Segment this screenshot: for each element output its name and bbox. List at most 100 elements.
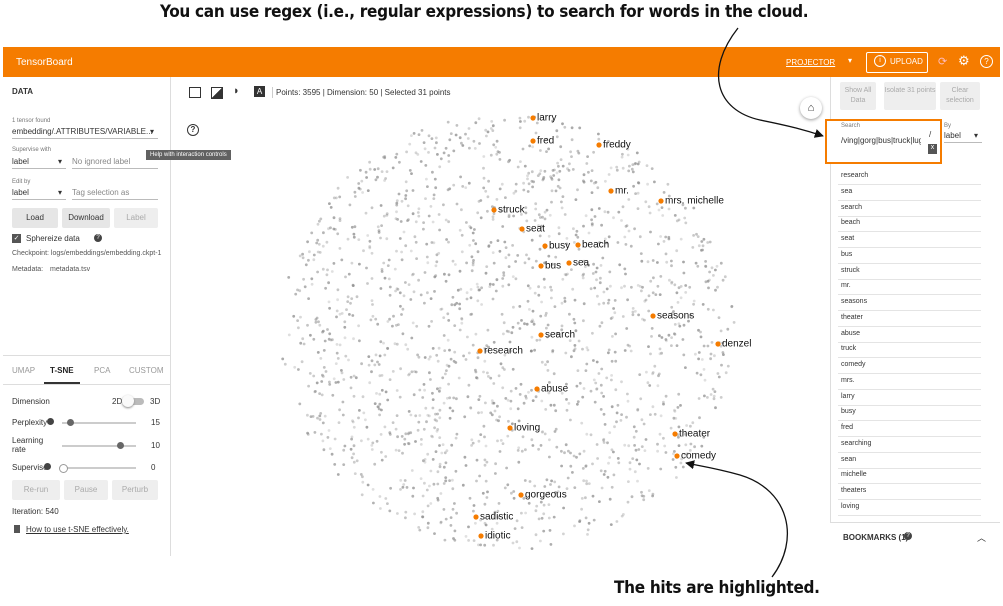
tab[interactable]: T-SNE [50, 366, 74, 375]
result-item[interactable]: theaters [841, 487, 867, 494]
embedding-point [520, 526, 524, 529]
result-item[interactable]: truck [841, 345, 857, 353]
tag-input[interactable]: Tag selection as [72, 188, 130, 197]
result-item[interactable]: struck [841, 266, 860, 274]
result-item[interactable]: michelle [841, 471, 867, 479]
embedding-point [509, 349, 512, 353]
checkbox[interactable]: ✓ [12, 234, 21, 243]
clear-icon[interactable]: x [928, 144, 937, 154]
search-box[interactable] [825, 119, 942, 164]
embedding-point [509, 407, 513, 411]
button[interactable]: Perturb [112, 480, 158, 500]
embedding-point [507, 330, 511, 334]
tab[interactable]: UMAP [12, 366, 36, 375]
embedding-point [471, 263, 475, 267]
help-icon[interactable] [44, 463, 51, 470]
result-item[interactable]: mr. [841, 282, 851, 290]
result-item[interactable]: searching [841, 439, 872, 447]
icon[interactable] [189, 87, 201, 98]
result-item[interactable]: busy [841, 408, 856, 416]
help-link[interactable]: How to use t-SNE effectively. [26, 525, 129, 534]
regex-toggle[interactable]: / [929, 130, 932, 139]
embedding-point [417, 526, 421, 529]
embedding-point [456, 288, 460, 292]
settings-icon[interactable]: ⚙ [958, 53, 970, 68]
result-item[interactable]: theater [841, 313, 863, 321]
slider-knob[interactable] [59, 464, 68, 473]
icon[interactable]: A [254, 86, 265, 97]
help-icon[interactable]: ? [94, 234, 102, 242]
toggle-track[interactable] [124, 398, 144, 405]
icon[interactable]: ◗ [233, 85, 240, 97]
refresh-icon[interactable]: ⟳ [938, 56, 948, 68]
button[interactable]: Re-run [12, 480, 60, 500]
embedding-point [614, 388, 618, 392]
tab[interactable]: PCA [94, 366, 111, 375]
icon[interactable] [211, 87, 223, 99]
embedding-point [458, 228, 462, 232]
button[interactable]: Show All Data [840, 82, 876, 110]
slider-track[interactable] [62, 445, 136, 447]
embedding-point [510, 331, 514, 335]
embedding-point [714, 268, 717, 272]
result-item[interactable]: sea [841, 187, 853, 195]
tab[interactable]: CUSTOM [129, 366, 164, 375]
button[interactable]: Label [114, 208, 158, 228]
embedding-point [483, 435, 486, 439]
help-icon[interactable] [47, 418, 54, 425]
bookmarks-title[interactable]: BOOKMARKS (1) [843, 533, 909, 542]
embedding-point [578, 381, 582, 385]
embedding-point [657, 208, 661, 212]
slider-track[interactable] [62, 467, 136, 469]
button[interactable]: Pause [64, 480, 108, 500]
supervise-select[interactable]: label [12, 157, 29, 166]
embedding-point [575, 455, 578, 459]
plugin-select[interactable]: PROJECTOR [786, 58, 836, 67]
button[interactable]: Isolate 31 points [884, 82, 936, 110]
button[interactable]: Download [62, 208, 110, 228]
home-button[interactable]: ⌂ [800, 97, 822, 119]
embedding-point [653, 180, 656, 184]
embedding-point [409, 413, 413, 417]
result-item[interactable]: abuse [841, 329, 861, 337]
help-icon[interactable]: ? [980, 55, 993, 68]
result-item[interactable]: seasons [841, 298, 868, 305]
result-item[interactable]: loving [841, 502, 860, 510]
result-item[interactable]: search [841, 203, 863, 211]
embedding-point [487, 179, 490, 183]
embedding-point [523, 164, 527, 168]
upload-button[interactable] [866, 52, 928, 73]
result-item[interactable]: beach [841, 219, 861, 227]
embedding-point [561, 277, 565, 281]
result-item[interactable]: bus [841, 250, 853, 258]
tensor-select[interactable]: embedding/.ATTRIBUTES/VARIABLE... [12, 127, 153, 136]
result-item[interactable]: fred [841, 424, 854, 431]
embedding-point [702, 237, 706, 241]
toggle-knob[interactable] [122, 395, 134, 407]
result-item[interactable]: mrs. [841, 376, 855, 384]
embedding-point [361, 395, 365, 399]
collapse-icon[interactable]: ︿ [977, 533, 987, 543]
embedding-point [590, 218, 593, 222]
embedding-point [493, 206, 496, 210]
ignored-input[interactable]: No ignored label [72, 157, 131, 166]
search-input[interactable]: /ving|gorg|bus|truck|lugo [841, 136, 921, 145]
edit-select[interactable]: label [12, 188, 29, 197]
by-select[interactable]: label [944, 131, 961, 140]
result-item[interactable]: larry [841, 392, 855, 400]
embedding-point [430, 320, 433, 323]
result-item[interactable]: comedy [841, 361, 866, 368]
slider-knob[interactable] [67, 419, 74, 426]
button[interactable]: Clear selection [940, 82, 980, 110]
help-icon[interactable]: ? [187, 124, 199, 136]
button[interactable]: Load [12, 208, 58, 228]
embedding-point [484, 444, 488, 448]
slider-knob[interactable] [117, 442, 124, 449]
help-icon[interactable]: ? [904, 532, 912, 540]
result-item[interactable]: sean [841, 455, 857, 463]
result-item[interactable]: seat [841, 235, 855, 242]
embedding-point [626, 147, 630, 151]
slider-track[interactable] [62, 422, 136, 424]
result-item[interactable]: research [841, 172, 869, 179]
embedding-point [405, 150, 408, 154]
